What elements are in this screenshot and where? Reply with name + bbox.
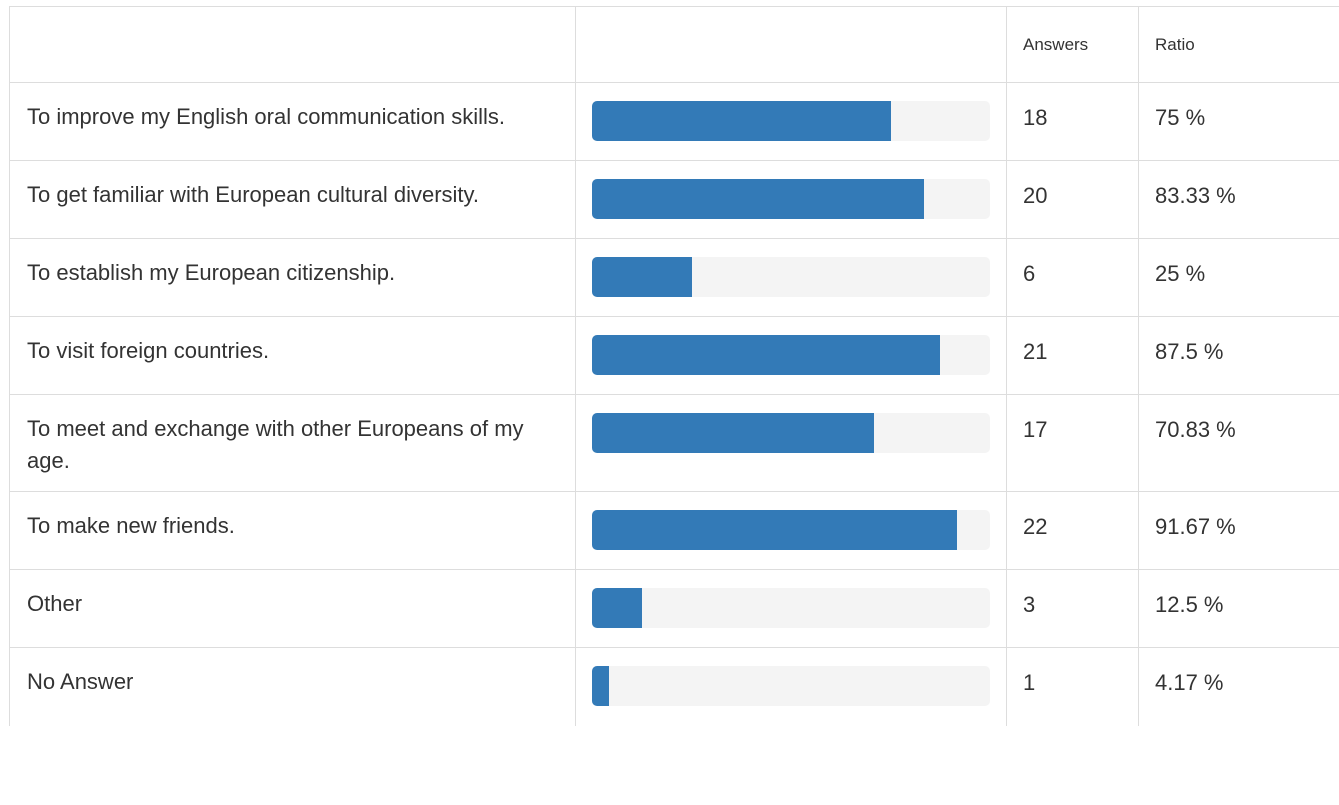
ratio-value: 75 % [1138,82,1339,161]
header-question [9,6,576,83]
progress-bar-fill [592,588,642,628]
progress-bar-track [592,666,990,706]
table-row: To meet and exchange with other European… [9,394,1339,492]
table-row: Other 3 12.5 % [9,569,1339,648]
table-row: To get familiar with European cultural d… [9,160,1339,239]
progress-bar-fill [592,510,957,550]
progress-bar-fill [592,179,924,219]
progress-bar-fill [592,101,891,141]
results-body: To improve my English oral communication… [9,82,1339,726]
option-label: To establish my European citizenship. [9,238,576,317]
progress-bar-fill [592,335,941,375]
table-row: To make new friends. 22 91.67 % [9,491,1339,570]
header-bar [575,6,1007,83]
bar-cell [575,569,1007,648]
bar-cell [575,82,1007,161]
ratio-value: 12.5 % [1138,569,1339,648]
option-label: To improve my English oral communication… [9,82,576,161]
ratio-value: 91.67 % [1138,491,1339,570]
header-ratio: Ratio [1138,6,1339,83]
progress-bar-fill [592,257,692,297]
bar-cell [575,647,1007,726]
ratio-value: 83.33 % [1138,160,1339,239]
table-row: No Answer 1 4.17 % [9,647,1339,726]
answers-count: 3 [1006,569,1139,648]
option-label: To make new friends. [9,491,576,570]
answers-count: 6 [1006,238,1139,317]
option-label: To visit foreign countries. [9,316,576,395]
answers-count: 22 [1006,491,1139,570]
option-label: To meet and exchange with other European… [9,394,576,492]
bar-cell [575,238,1007,317]
ratio-value: 87.5 % [1138,316,1339,395]
progress-bar-track [592,413,990,453]
answers-count: 20 [1006,160,1139,239]
progress-bar-track [592,335,990,375]
bar-cell [575,394,1007,492]
progress-bar-track [592,257,990,297]
option-label: To get familiar with European cultural d… [9,160,576,239]
answers-count: 17 [1006,394,1139,492]
answers-count: 21 [1006,316,1139,395]
answers-count: 1 [1006,647,1139,726]
header-row: Answers Ratio [9,6,1339,83]
progress-bar-track [592,101,990,141]
progress-bar-fill [592,413,874,453]
progress-bar-track [592,588,990,628]
ratio-value: 4.17 % [1138,647,1339,726]
table-row: To visit foreign countries. 21 87.5 % [9,316,1339,395]
ratio-value: 25 % [1138,238,1339,317]
ratio-value: 70.83 % [1138,394,1339,492]
results-table: Answers Ratio To improve my English oral… [9,6,1339,726]
option-label: Other [9,569,576,648]
bar-cell [575,491,1007,570]
progress-bar-fill [592,666,609,706]
bar-cell [575,316,1007,395]
progress-bar-track [592,179,990,219]
answers-count: 18 [1006,82,1139,161]
bar-cell [575,160,1007,239]
table-row: To establish my European citizenship. 6 25… [9,238,1339,317]
progress-bar-track [592,510,990,550]
option-label: No Answer [9,647,576,726]
header-answers: Answers [1006,6,1139,83]
table-row: To improve my English oral communication… [9,82,1339,161]
